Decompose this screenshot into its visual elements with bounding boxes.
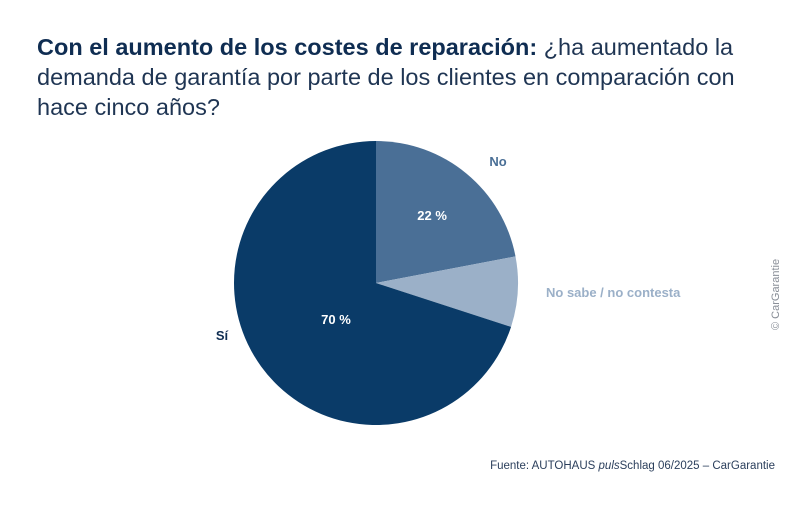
slice-value-label: 22 % bbox=[417, 208, 447, 223]
title-question: ¿ha aumentado la demanda de garantía por… bbox=[37, 34, 735, 120]
source-note: Fuente: AUTOHAUS pulsSchlag 06/2025 – Ca… bbox=[490, 460, 775, 472]
slice-value-label: 70 % bbox=[321, 312, 351, 327]
pie-slice-no-sabe-no-contesta bbox=[376, 256, 518, 327]
source-prefix: Fuente: AUTOHAUS bbox=[490, 460, 599, 472]
chart-title: Con el aumento de los costes de reparaci… bbox=[37, 32, 777, 122]
slice-category-label: No sabe / no contesta bbox=[546, 285, 681, 300]
pie-slice-s- bbox=[233, 141, 512, 426]
pie-slice-no bbox=[376, 141, 516, 283]
title-bold: Con el aumento de los costes de reparaci… bbox=[37, 34, 538, 60]
slice-category-label: Sí bbox=[216, 328, 229, 343]
source-italic: puls bbox=[598, 460, 620, 472]
source-suffix: Schlag 06/2025 – CarGarantie bbox=[619, 460, 775, 472]
copyright-note: © CarGarantie bbox=[770, 258, 782, 330]
slice-category-label: No bbox=[489, 154, 506, 169]
